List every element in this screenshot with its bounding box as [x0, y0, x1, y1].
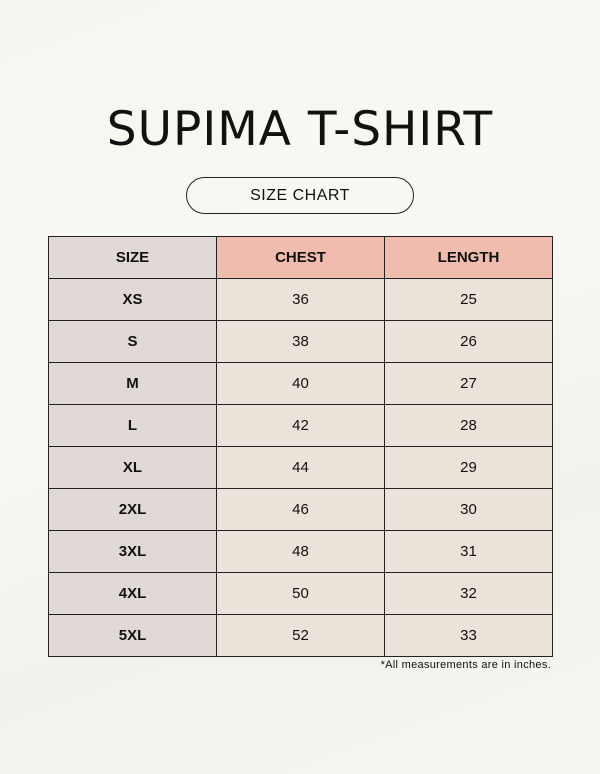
- page-title: SUPIMA T-SHIRT: [106, 102, 494, 157]
- header-length: LENGTH: [384, 236, 553, 279]
- header-size: SIZE: [48, 236, 217, 279]
- cell-size: XL: [48, 446, 217, 489]
- table-row: 5XL 52 33: [48, 614, 553, 657]
- cell-size: XS: [48, 278, 217, 321]
- cell-size: S: [48, 320, 217, 363]
- table-header-row: SIZE CHEST LENGTH: [48, 236, 553, 279]
- table-row: L 42 28: [48, 404, 553, 447]
- cell-chest: 48: [216, 530, 385, 573]
- table-row: XL 44 29: [48, 446, 553, 489]
- cell-length: 25: [384, 278, 553, 321]
- table-row: XS 36 25: [48, 278, 553, 321]
- size-table: SIZE CHEST LENGTH XS 36 25 S 38 26 M 40 27 L 42 28 X…: [48, 236, 553, 657]
- cell-length: 28: [384, 404, 553, 447]
- cell-size: 2XL: [48, 488, 217, 531]
- cell-length: 27: [384, 362, 553, 405]
- cell-length: 33: [384, 614, 553, 657]
- cell-length: 32: [384, 572, 553, 615]
- cell-size: 3XL: [48, 530, 217, 573]
- cell-chest: 38: [216, 320, 385, 363]
- cell-size: L: [48, 404, 217, 447]
- cell-length: 31: [384, 530, 553, 573]
- table-row: 4XL 50 32: [48, 572, 553, 615]
- cell-chest: 36: [216, 278, 385, 321]
- cell-chest: 50: [216, 572, 385, 615]
- cell-size: M: [48, 362, 217, 405]
- table-row: 2XL 46 30: [48, 488, 553, 531]
- header-chest: CHEST: [216, 236, 385, 279]
- footnote: *All measurements are in inches.: [380, 659, 551, 671]
- table-row: M 40 27: [48, 362, 553, 405]
- table-row: 3XL 48 31: [48, 530, 553, 573]
- cell-length: 29: [384, 446, 553, 489]
- cell-chest: 40: [216, 362, 385, 405]
- cell-length: 26: [384, 320, 553, 363]
- cell-chest: 46: [216, 488, 385, 531]
- cell-size: 4XL: [48, 572, 217, 615]
- cell-length: 30: [384, 488, 553, 531]
- cell-chest: 52: [216, 614, 385, 657]
- size-chart-label: SIZE CHART: [186, 177, 414, 214]
- cell-chest: 42: [216, 404, 385, 447]
- cell-chest: 44: [216, 446, 385, 489]
- table-row: S 38 26: [48, 320, 553, 363]
- cell-size: 5XL: [48, 614, 217, 657]
